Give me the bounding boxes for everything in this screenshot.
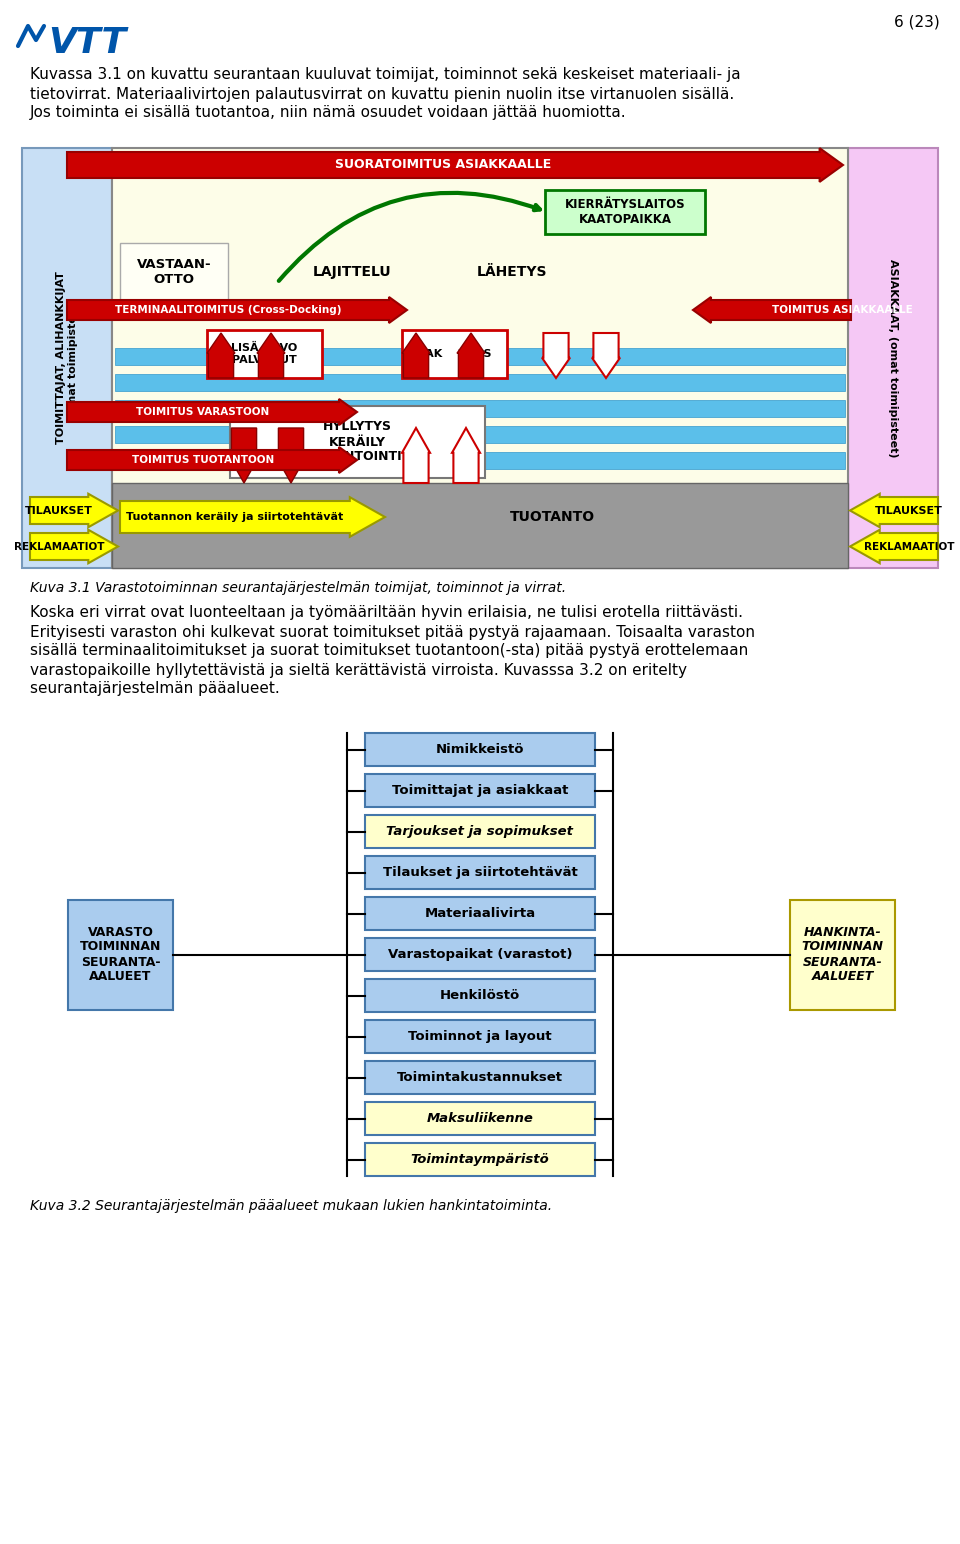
Polygon shape (850, 530, 938, 564)
Text: ASIAKKAAT, (omat toimipisteet): ASIAKKAAT, (omat toimipisteet) (888, 259, 898, 457)
Text: TOIMITUS VARASTOON: TOIMITUS VARASTOON (136, 408, 270, 417)
Text: Kuvassa 3.1 on kuvattu seurantaan kuuluvat toimijat, toiminnot sekä keskeiset ma: Kuvassa 3.1 on kuvattu seurantaan kuuluv… (30, 68, 740, 82)
Text: TERMINAALITOIMITUS (Cross-Docking): TERMINAALITOIMITUS (Cross-Docking) (115, 306, 341, 315)
Polygon shape (402, 334, 430, 378)
Polygon shape (457, 334, 485, 378)
Text: Kuva 3.1 Varastotoiminnan seurantajärjestelmän toimijat, toiminnot ja virrat.: Kuva 3.1 Varastotoiminnan seurantajärjes… (30, 581, 566, 594)
Polygon shape (257, 334, 285, 378)
Bar (120, 242, 228, 301)
Bar (365, 733, 595, 766)
Bar (230, 406, 485, 479)
Text: Tilaukset ja siirtotehtävät: Tilaukset ja siirtotehtävät (383, 866, 577, 879)
Text: Maksuliikenne: Maksuliikenne (426, 1112, 534, 1126)
Bar (22, 148, 112, 568)
Bar (365, 815, 595, 848)
Text: Materiaalivirta: Materiaalivirta (424, 906, 536, 920)
Polygon shape (30, 494, 118, 527)
Text: Henkilöstö: Henkilöstö (440, 990, 520, 1002)
Polygon shape (120, 497, 385, 537)
Text: varastopaikoille hyllytettävistä ja sieltä kerättävistä virroista. Kuvasssa 3.2 : varastopaikoille hyllytettävistä ja siel… (30, 662, 687, 678)
Bar (790, 900, 895, 1010)
Text: HANKINTA-
TOIMINNAN
SEURANTA-
AALUEET: HANKINTA- TOIMINNAN SEURANTA- AALUEET (802, 925, 883, 984)
Bar (115, 452, 845, 469)
Text: Toimittajat ja asiakkaat: Toimittajat ja asiakkaat (392, 784, 568, 797)
Bar (365, 939, 595, 971)
Text: seurantajärjestelmän pääalueet.: seurantajärjestelmän pääalueet. (30, 681, 279, 696)
Text: Toiminnot ja layout: Toiminnot ja layout (408, 1030, 552, 1044)
Bar (365, 979, 595, 1011)
Bar (365, 855, 595, 889)
Text: HYLLYTYS
KERÄILY
INVENTOINTI: HYLLYTYS KERÄILY INVENTOINTI (312, 420, 403, 463)
Polygon shape (67, 148, 843, 182)
Text: TILAUKSET: TILAUKSET (25, 505, 93, 516)
Bar (365, 1021, 595, 1053)
Polygon shape (67, 448, 357, 472)
Polygon shape (207, 334, 235, 378)
Text: VARASTO
TOIMINNAN
SEURANTA-
AALUEET: VARASTO TOIMINNAN SEURANTA- AALUEET (80, 925, 161, 984)
Bar (365, 1143, 595, 1177)
Text: Nimikkeistö: Nimikkeistö (436, 743, 524, 757)
Bar (112, 148, 848, 568)
Text: TUOTANTO: TUOTANTO (510, 510, 594, 523)
Text: Jos toiminta ei sisällä tuotantoa, niin nämä osuudet voidaan jättää huomiotta.: Jos toiminta ei sisällä tuotantoa, niin … (30, 105, 627, 120)
Text: VASTAAN-
OTTO: VASTAAN- OTTO (136, 258, 211, 286)
Text: Tarjoukset ja sopimukset: Tarjoukset ja sopimukset (387, 824, 573, 838)
Bar (402, 330, 507, 378)
Polygon shape (592, 334, 620, 378)
Text: 6 (23): 6 (23) (895, 14, 940, 29)
Bar (365, 897, 595, 929)
Text: sisällä terminaalitoimitukset ja suorat toimitukset tuotantoon(-sta) pitää pysty: sisällä terminaalitoimitukset ja suorat … (30, 644, 748, 658)
Text: LISÄ ARVO
PALV ELUT: LISÄ ARVO PALV ELUT (231, 343, 298, 364)
Bar (112, 483, 848, 568)
Text: VTT: VTT (48, 26, 126, 60)
Polygon shape (452, 428, 480, 483)
Polygon shape (67, 296, 407, 323)
Text: TILAUKSET: TILAUKSET (875, 505, 943, 516)
Text: SUORATOIMITUS ASIAKKAALLE: SUORATOIMITUS ASIAKKAALLE (335, 159, 551, 171)
Polygon shape (30, 530, 118, 564)
Bar (115, 400, 845, 417)
Text: KIERRÄTYSLAITOS
KAATOPAIKKA: KIERRÄTYSLAITOS KAATOPAIKKA (564, 198, 685, 225)
Bar (115, 426, 845, 443)
Bar (115, 347, 845, 364)
Text: Varastopaikat (varastot): Varastopaikat (varastot) (388, 948, 572, 960)
Text: PAK    KAUS: PAK KAUS (418, 349, 492, 360)
Text: Koska eri virrat ovat luonteeltaan ja työmääriltään hyvin erilaisia, ne tulisi e: Koska eri virrat ovat luonteeltaan ja ty… (30, 605, 743, 621)
Polygon shape (277, 428, 305, 483)
Polygon shape (230, 428, 258, 483)
Bar (365, 1102, 595, 1135)
Bar (68, 900, 173, 1010)
Text: TOIMITUS TUOTANTOON: TOIMITUS TUOTANTOON (132, 455, 275, 465)
Text: tietovirrat. Materiaalivirtojen palautusvirrat on kuvattu pienin nuolin itse vir: tietovirrat. Materiaalivirtojen palautus… (30, 86, 734, 102)
Text: REKLAMAATIOT: REKLAMAATIOT (864, 542, 954, 551)
Bar (545, 190, 705, 235)
Text: Erityisesti varaston ohi kulkevat suorat toimitukset pitää pystyä rajaamaan. Toi: Erityisesti varaston ohi kulkevat suorat… (30, 624, 755, 639)
Text: Toimintakustannukset: Toimintakustannukset (397, 1072, 563, 1084)
Text: Tuotannon keräily ja siirtotehtävät: Tuotannon keräily ja siirtotehtävät (127, 513, 344, 522)
Bar (207, 330, 322, 378)
Text: LÄHETYS: LÄHETYS (477, 266, 547, 279)
Bar (365, 1061, 595, 1095)
Polygon shape (67, 398, 357, 425)
Polygon shape (402, 428, 430, 483)
Text: Kuva 3.2 Seurantajärjestelmän pääalueet mukaan lukien hankintatoiminta.: Kuva 3.2 Seurantajärjestelmän pääalueet … (30, 1200, 552, 1214)
Polygon shape (542, 334, 570, 378)
Polygon shape (850, 494, 938, 527)
Bar (848, 148, 938, 568)
Text: LAJITTELU: LAJITTELU (313, 266, 392, 279)
Bar (115, 374, 845, 391)
Polygon shape (693, 296, 851, 323)
Text: Toimintaympäristö: Toimintaympäristö (411, 1153, 549, 1166)
Text: REKLAMAATIOT: REKLAMAATIOT (13, 542, 105, 551)
Text: TOIMITTAJAT, ALIHANKKIJAT
(omat toimipisteet): TOIMITTAJAT, ALIHANKKIJAT (omat toimipis… (57, 272, 78, 445)
Bar (365, 774, 595, 808)
Text: TOIMITUS ASIAKKAALLE: TOIMITUS ASIAKKAALLE (772, 306, 912, 315)
